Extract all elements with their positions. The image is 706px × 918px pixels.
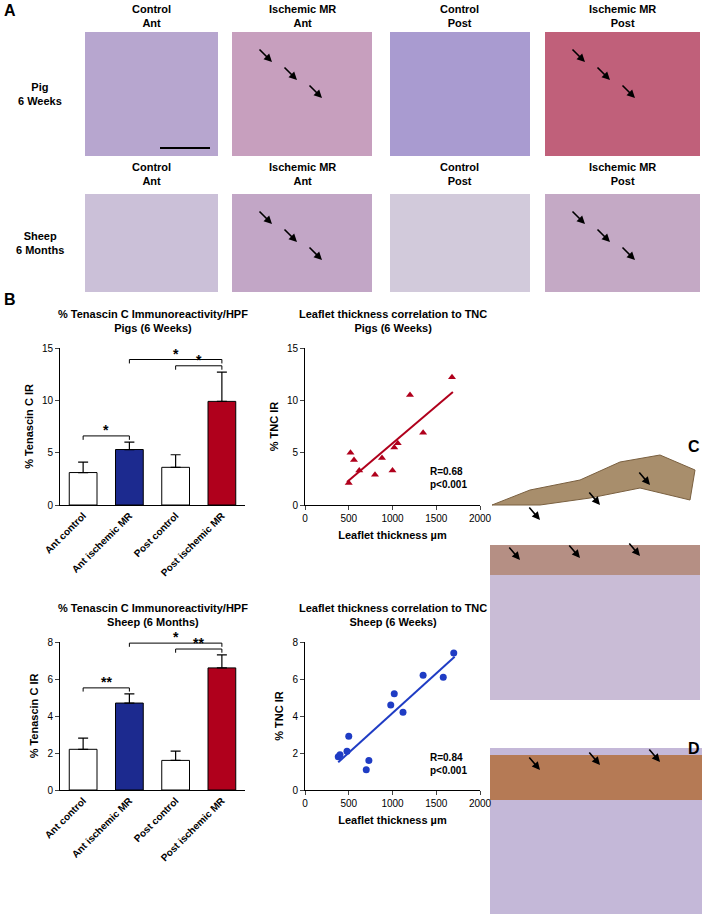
- svg-text:1000: 1000: [381, 513, 404, 524]
- svg-text:Ischemic MRAnt: Ischemic MRAnt: [269, 161, 336, 187]
- svg-text:0: 0: [302, 798, 308, 809]
- svg-text:2: 2: [292, 748, 298, 759]
- svg-text:0: 0: [302, 513, 308, 524]
- svg-text:500: 500: [340, 513, 357, 524]
- svg-text:Pig6 Weeks: Pig6 Weeks: [18, 81, 62, 107]
- svg-text:B: B: [4, 291, 16, 308]
- svg-text:Post ischemic MR: Post ischemic MR: [159, 510, 228, 579]
- svg-text:4: 4: [47, 711, 53, 722]
- svg-text:10: 10: [287, 395, 299, 406]
- svg-text:6: 6: [292, 674, 298, 685]
- svg-text:*: *: [173, 629, 179, 645]
- svg-text:Ant control: Ant control: [43, 510, 89, 556]
- svg-text:Sheep6 Months: Sheep6 Months: [16, 230, 64, 256]
- svg-text:5: 5: [47, 447, 53, 458]
- svg-text:**: **: [193, 635, 204, 651]
- svg-text:ControlPost: ControlPost: [440, 161, 479, 187]
- svg-text:*: *: [196, 352, 202, 368]
- svg-text:Ant ischemic MR: Ant ischemic MR: [70, 510, 135, 575]
- svg-text:15: 15: [42, 343, 54, 354]
- svg-text:*: *: [103, 422, 109, 438]
- svg-text:Ant ischemic MR: Ant ischemic MR: [70, 795, 135, 860]
- svg-text:4: 4: [292, 711, 298, 722]
- svg-text:2000: 2000: [469, 798, 492, 809]
- svg-text:8: 8: [47, 637, 53, 648]
- svg-text:Leaflet thickness correlation: Leaflet thickness correlation to TNCShee…: [299, 602, 487, 628]
- svg-text:C: C: [688, 438, 700, 455]
- svg-text:6: 6: [47, 674, 53, 685]
- svg-text:0: 0: [47, 785, 53, 796]
- svg-text:% TNC IR: % TNC IR: [273, 691, 285, 741]
- svg-text:% TNC IR: % TNC IR: [268, 402, 280, 452]
- svg-text:Ant control: Ant control: [43, 795, 89, 841]
- svg-text:5: 5: [292, 447, 298, 458]
- svg-text:Ischemic MRPost: Ischemic MRPost: [589, 3, 656, 29]
- svg-text:D: D: [688, 740, 700, 757]
- svg-text:Leaflet thickness correlation: Leaflet thickness correlation to TNCPigs…: [299, 308, 487, 334]
- svg-text:Post ischemic MR: Post ischemic MR: [159, 795, 228, 864]
- svg-text:1500: 1500: [425, 798, 448, 809]
- svg-text:1500: 1500: [425, 513, 448, 524]
- svg-text:0: 0: [47, 500, 53, 511]
- svg-text:Ischemic MRAnt: Ischemic MRAnt: [269, 3, 336, 29]
- svg-text:*: *: [173, 346, 179, 362]
- svg-text:2: 2: [47, 748, 53, 759]
- svg-text:0: 0: [292, 500, 298, 511]
- svg-text:8: 8: [292, 637, 298, 648]
- svg-text:**: **: [101, 674, 112, 690]
- svg-text:R=0.68p<0.001: R=0.68p<0.001: [430, 466, 467, 490]
- svg-text:Post control: Post control: [132, 795, 181, 844]
- svg-text:R=0.84p<0.001: R=0.84p<0.001: [430, 752, 467, 776]
- svg-text:15: 15: [287, 343, 299, 354]
- svg-text:% Tenascin C IR: % Tenascin C IR: [28, 674, 40, 759]
- svg-text:Leaflet thickness µm: Leaflet thickness µm: [338, 529, 447, 541]
- svg-text:Ischemic MRPost: Ischemic MRPost: [589, 161, 656, 187]
- svg-text:% Tenascin C Immunoreactivity/: % Tenascin C Immunoreactivity/HPFSheep (…: [58, 602, 248, 628]
- svg-text:A: A: [4, 2, 16, 19]
- svg-text:10: 10: [42, 395, 54, 406]
- svg-text:Post control: Post control: [132, 510, 181, 559]
- svg-text:ControlPost: ControlPost: [440, 3, 479, 29]
- svg-text:1000: 1000: [381, 798, 404, 809]
- svg-text:ControlAnt: ControlAnt: [132, 3, 171, 29]
- svg-text:Leaflet thickness µm: Leaflet thickness µm: [338, 814, 447, 826]
- svg-text:0: 0: [292, 785, 298, 796]
- svg-text:500: 500: [340, 798, 357, 809]
- svg-text:% Tenascin C Immunoreactivity/: % Tenascin C Immunoreactivity/HPFPigs (6…: [58, 308, 248, 334]
- svg-text:% Tenascin C IR: % Tenascin C IR: [23, 384, 35, 469]
- svg-text:ControlAnt: ControlAnt: [132, 161, 171, 187]
- svg-text:2000: 2000: [469, 513, 492, 524]
